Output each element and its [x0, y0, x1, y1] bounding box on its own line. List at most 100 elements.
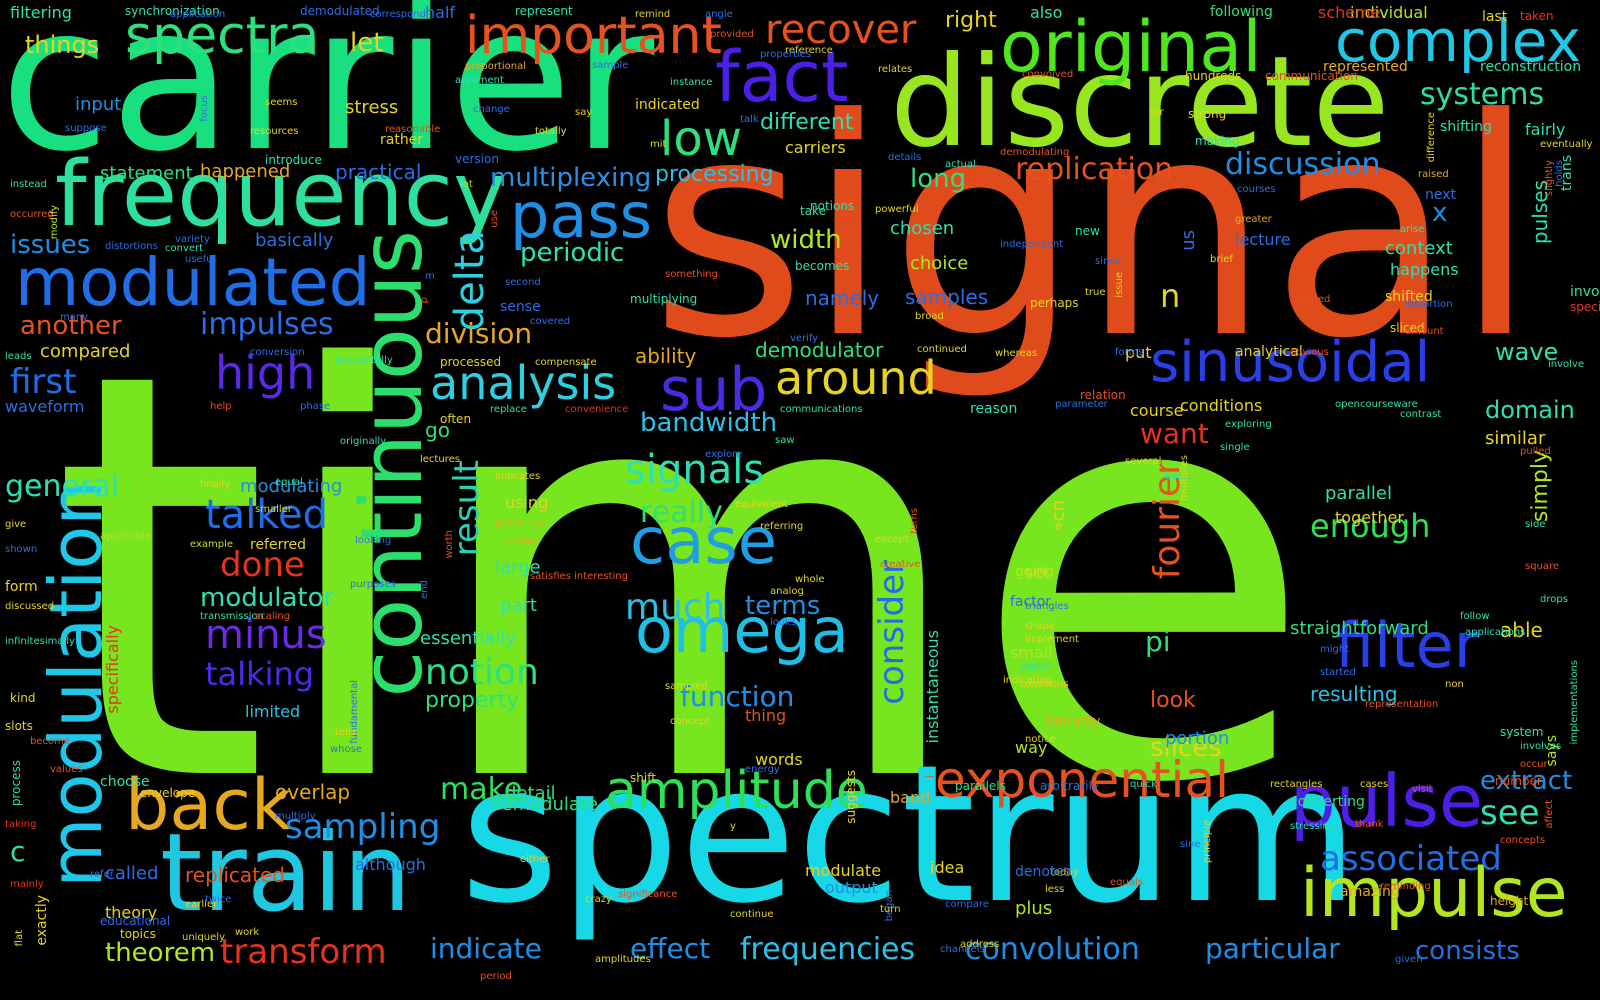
- word-continued: continued: [917, 344, 967, 355]
- word-relation: relation: [1080, 388, 1126, 402]
- word-exactly: exactly: [34, 895, 50, 946]
- word-conditions: conditions: [1180, 396, 1263, 415]
- word-consider: consider: [872, 560, 912, 705]
- word-applicable: applicable: [100, 531, 152, 542]
- word-visit: visit: [1412, 784, 1433, 795]
- word-broad: broad: [915, 311, 944, 322]
- word-filter: filter: [1335, 609, 1480, 682]
- word-distortions: distortions: [105, 241, 158, 252]
- word-often: often: [440, 412, 472, 426]
- word-worth: worth: [444, 530, 455, 559]
- word-example: example: [190, 539, 234, 550]
- word-details: details: [888, 152, 922, 163]
- word-practical: practical: [335, 160, 422, 184]
- word-talk: talk: [740, 114, 759, 125]
- word-lectures: lectures: [420, 454, 460, 465]
- word-periodic: periodic: [520, 238, 625, 268]
- word-stress: stress: [345, 97, 399, 118]
- word-enough: enough: [1310, 507, 1431, 545]
- word-theorem: theorem: [105, 938, 216, 968]
- word-put: put: [1125, 343, 1152, 362]
- word-forms: forms: [1115, 347, 1144, 358]
- word-courses: courses: [1237, 184, 1276, 195]
- word-frequency: frequency: [55, 142, 507, 247]
- word-important: important: [465, 6, 722, 66]
- word-leads: leads: [5, 351, 32, 362]
- word-instance: instance: [670, 77, 713, 88]
- word-last: last: [1482, 9, 1508, 25]
- word-tells: tells: [335, 727, 356, 738]
- word-given: given: [1395, 954, 1423, 965]
- word-amazing: amazing: [1340, 884, 1400, 900]
- word-taking: taking: [5, 819, 37, 830]
- word-pass: pass: [510, 179, 652, 252]
- word-significance: significance: [618, 889, 678, 900]
- word-indicated: indicated: [635, 97, 700, 113]
- word-together: together: [1335, 508, 1404, 527]
- word-analog: analog: [770, 586, 804, 597]
- word-concepts: concepts: [1500, 835, 1546, 846]
- word-convert: convert: [165, 243, 204, 254]
- word-large: large: [495, 557, 541, 578]
- word-address: address: [960, 939, 1000, 950]
- word-topics: topics: [120, 927, 156, 941]
- word-square: square: [1525, 561, 1560, 572]
- word-denotes: denotes: [1015, 864, 1072, 880]
- word-talking: talking: [205, 655, 315, 693]
- word-turn: turn: [880, 904, 901, 915]
- word-parallels: parallels: [955, 779, 1006, 793]
- word-perhaps: perhaps: [1030, 296, 1079, 310]
- word-occur: occur: [1520, 759, 1548, 770]
- word-represented: represented: [1323, 59, 1408, 75]
- word-raised: raised: [1418, 169, 1449, 180]
- word-powerful: powerful: [875, 204, 919, 215]
- word-filtering: filtering: [10, 3, 72, 22]
- word-carriers: carriers: [785, 138, 846, 157]
- word-similarity: similarity: [1045, 714, 1101, 728]
- word-see: see: [1480, 793, 1540, 833]
- word-communications: communications: [780, 404, 863, 415]
- word-phase: phase: [300, 401, 331, 412]
- word-limited: limited: [245, 702, 301, 721]
- word-multiply: multiply: [275, 811, 316, 822]
- word-instantaneous: instantaneous: [923, 630, 942, 744]
- word-modulated: modulated: [15, 244, 371, 321]
- word-transform: transform: [220, 932, 387, 972]
- word-modify: modify: [49, 205, 60, 240]
- word-way: way: [1015, 738, 1048, 757]
- word-started: started: [1320, 667, 1356, 678]
- word-simply: simply: [1528, 450, 1553, 523]
- word-words: words: [755, 750, 803, 769]
- word-part: part: [500, 595, 537, 616]
- word-discussion: discussion: [1225, 147, 1381, 182]
- word-lecture: lecture: [1235, 230, 1291, 249]
- word-sense: sense: [500, 299, 541, 315]
- word-long: long: [910, 164, 967, 194]
- word-demodulator: demodulator: [755, 338, 884, 362]
- word-slices: slices: [1150, 733, 1222, 763]
- word-basically: basically: [255, 230, 334, 251]
- word-want: want: [1140, 417, 1209, 450]
- word-shape: shape: [1025, 621, 1056, 632]
- word-envelope: envelope: [140, 786, 196, 800]
- word-look: look: [1150, 688, 1196, 713]
- word-give: give: [5, 519, 27, 530]
- word-distortion: distortion: [1405, 299, 1453, 310]
- word-many: many: [60, 312, 89, 323]
- word-course: course: [1130, 401, 1184, 420]
- word-channels: channels: [940, 944, 985, 955]
- word-lot: lot: [460, 179, 473, 190]
- word-sine: sine: [1180, 839, 1201, 850]
- word-next: next: [1425, 187, 1457, 203]
- word-although: although: [355, 855, 426, 874]
- word-energy: energy: [745, 764, 780, 775]
- word-another: another: [20, 311, 122, 341]
- word-function: function: [680, 680, 795, 713]
- word-holds: holds: [1554, 160, 1565, 187]
- word-carrier: carrier: [0, 0, 655, 196]
- word-equal: equal: [275, 477, 303, 488]
- word-previously: previously: [495, 518, 547, 529]
- word-sampled: sampled: [665, 681, 708, 692]
- word-j: j: [924, 775, 935, 778]
- word-shown: shown: [5, 544, 38, 555]
